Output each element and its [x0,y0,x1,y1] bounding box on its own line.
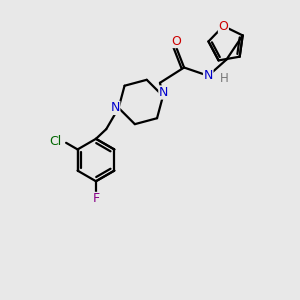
Text: O: O [218,20,228,32]
Text: Cl: Cl [50,135,62,148]
Text: O: O [171,34,181,47]
Text: F: F [92,192,100,206]
Text: H: H [219,72,228,85]
Text: N: N [203,69,213,82]
Text: N: N [159,86,168,99]
Text: N: N [110,101,120,114]
